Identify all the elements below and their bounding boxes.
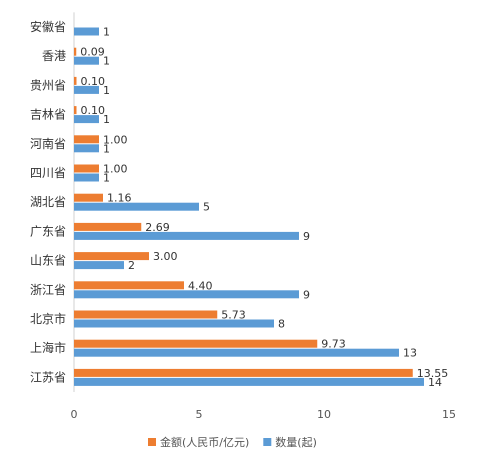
category-label: 安徽省 — [30, 19, 66, 34]
category-label: 浙江省 — [30, 283, 66, 297]
amount-bar — [74, 47, 77, 56]
count-data-label: 1 — [103, 26, 110, 39]
count-data-label: 1 — [103, 55, 110, 68]
category-label: 山东省 — [30, 254, 66, 268]
count-data-label: 14 — [428, 376, 442, 389]
count-bar — [74, 231, 299, 240]
count-bar — [74, 27, 99, 36]
category-label: 吉林省 — [30, 108, 66, 122]
legend-label-count: 数量(起) — [275, 436, 317, 449]
amount-bar — [74, 164, 99, 173]
count-bar — [74, 377, 424, 386]
amount-bar — [74, 193, 103, 202]
amount-data-label: 1.16 — [107, 192, 132, 205]
category-label: 贵州省 — [30, 78, 66, 92]
count-bar — [74, 261, 124, 270]
count-bar — [74, 290, 299, 299]
count-bar — [74, 115, 99, 124]
count-data-label: 1 — [103, 172, 110, 185]
data-labels: 10.0910.1010.1011.0011.0011.1652.6993.00… — [80, 26, 448, 389]
count-data-label: 9 — [303, 230, 310, 243]
amount-bar — [74, 368, 413, 377]
count-data-label: 1 — [103, 142, 110, 155]
amount-data-label: 0.09 — [80, 46, 105, 59]
bars — [74, 27, 424, 386]
category-label: 河南省 — [30, 136, 66, 151]
amount-bar — [74, 339, 318, 348]
amount-data-label: 0.10 — [81, 104, 106, 117]
count-bar — [74, 85, 99, 94]
amount-bar — [74, 252, 149, 261]
category-label: 香港 — [42, 49, 66, 63]
count-bar — [74, 173, 99, 182]
x-tick-label: 0 — [71, 408, 78, 421]
amount-data-label: 13.55 — [417, 367, 449, 380]
count-data-label: 1 — [103, 84, 110, 97]
amount-data-label: 5.73 — [221, 309, 246, 322]
amount-data-label: 3.00 — [153, 250, 178, 263]
amount-data-label: 1.00 — [103, 133, 128, 146]
x-tick-label: 15 — [442, 408, 456, 421]
legend-swatch-amount — [148, 438, 156, 446]
x-axis-ticks: 0 5 10 15 — [71, 408, 457, 421]
count-bar — [74, 202, 199, 211]
amount-bar — [74, 76, 77, 85]
legend-swatch-count — [263, 438, 272, 446]
count-data-label: 1 — [103, 113, 110, 126]
legend: 金额(人民币/亿元) 数量(起) — [148, 435, 317, 449]
amount-data-label: 2.69 — [145, 221, 170, 234]
count-data-label: 8 — [278, 318, 285, 331]
amount-data-label: 1.00 — [103, 163, 128, 176]
category-label: 北京市 — [30, 311, 66, 326]
amount-bar — [74, 106, 77, 115]
x-tick-label: 10 — [317, 408, 331, 421]
count-bar — [74, 319, 274, 328]
amount-bar — [74, 135, 99, 144]
count-data-label: 5 — [203, 201, 210, 214]
count-data-label: 2 — [128, 259, 135, 272]
category-label: 四川省 — [30, 166, 66, 180]
x-tick-label: 5 — [196, 408, 203, 421]
amount-data-label: 9.73 — [321, 338, 346, 351]
amount-data-label: 4.40 — [188, 279, 213, 292]
amount-bar — [74, 310, 218, 319]
count-bar — [74, 56, 99, 65]
amount-bar — [74, 281, 184, 290]
legend-label-amount: 金额(人民币/亿元) — [160, 435, 249, 449]
category-label: 江苏省 — [30, 370, 66, 384]
amount-bar — [74, 222, 142, 231]
count-data-label: 9 — [303, 288, 310, 301]
count-bar — [74, 144, 99, 153]
count-bar — [74, 348, 399, 357]
category-label: 上海市 — [30, 340, 66, 355]
amount-data-label: 0.10 — [81, 75, 106, 88]
count-data-label: 13 — [403, 347, 417, 360]
category-label: 湖北省 — [30, 194, 66, 209]
category-label: 广东省 — [30, 224, 66, 238]
